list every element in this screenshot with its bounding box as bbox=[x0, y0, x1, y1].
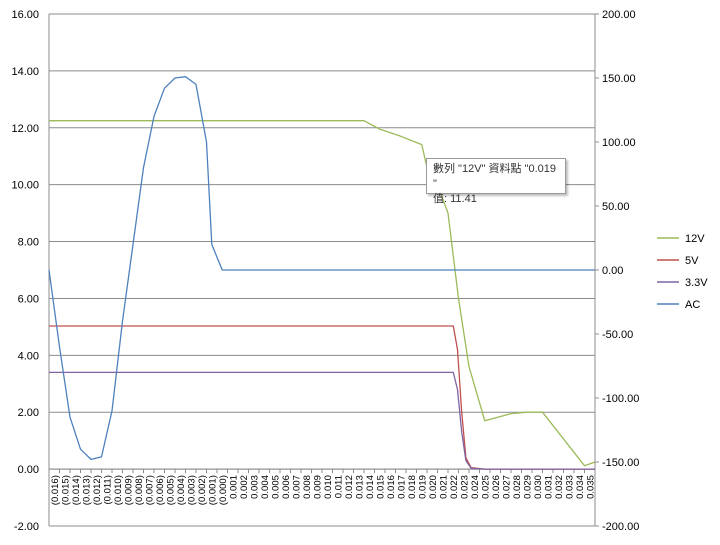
y-right-tick-label: 200.00 bbox=[602, 9, 636, 21]
x-tick-label: 0.020 bbox=[428, 475, 439, 499]
x-tick-label: 0.003 bbox=[250, 475, 261, 499]
x-tick-label: 0.026 bbox=[491, 475, 502, 499]
y-right-tick-label: 100.00 bbox=[602, 137, 636, 149]
legend-label-3.3V: 3.3V bbox=[685, 277, 708, 289]
x-tick-label: 0.012 bbox=[344, 475, 355, 499]
tooltip-value-line: 值: 11.41 bbox=[433, 193, 477, 205]
x-tick-label: 0.007 bbox=[292, 475, 303, 499]
y-left-tick-label: 2.00 bbox=[18, 407, 39, 419]
data-point-tooltip: 數列 "12V" 資料點 "0.019 " 值: 11.41 bbox=[426, 158, 566, 205]
x-tick-label: (0.016) bbox=[50, 475, 61, 505]
series-line-3.3V bbox=[49, 371, 595, 470]
y-left-tick-label: 12.00 bbox=[11, 123, 39, 135]
x-tick-label: (0.001) bbox=[208, 475, 219, 505]
y-left-tick-label: 6.00 bbox=[18, 293, 39, 305]
legend-label-5V: 5V bbox=[685, 255, 699, 267]
x-tick-label: 0.018 bbox=[407, 475, 418, 499]
x-tick-label: 0.029 bbox=[523, 475, 534, 499]
y-left-tick-label: -2.00 bbox=[14, 521, 39, 533]
x-tick-label: 0.025 bbox=[481, 475, 492, 499]
x-tick-label: (0.008) bbox=[134, 475, 145, 505]
x-tick-label: 0.033 bbox=[565, 475, 576, 499]
y-right-tick-label: -100.00 bbox=[602, 393, 639, 405]
x-tick-label: 0.015 bbox=[376, 475, 387, 499]
x-tick-label: 0.009 bbox=[313, 475, 324, 499]
x-tick-label: (0.000) bbox=[218, 475, 229, 505]
x-tick-label: 0.014 bbox=[365, 475, 376, 499]
y-right-tick-label: 0.00 bbox=[602, 265, 623, 277]
x-tick-label: 0.008 bbox=[302, 475, 313, 499]
x-tick-label: 0.023 bbox=[460, 475, 471, 499]
x-tick-label: (0.011) bbox=[103, 475, 114, 504]
y-left-tick-label: 10.00 bbox=[11, 180, 39, 192]
x-tick-label: 0.032 bbox=[554, 475, 565, 499]
tick-labels: -2.00 0.00 2.00 4.00 6.00 8.00 10.00 12.00 14.00… bbox=[11, 9, 639, 533]
x-tick-label: 0.011 bbox=[334, 475, 345, 498]
series-line-12V bbox=[49, 120, 596, 467]
x-tick-label: 0.005 bbox=[271, 475, 282, 499]
x-tick-label: (0.004) bbox=[176, 475, 187, 505]
y-left-tick-label: 14.00 bbox=[11, 66, 39, 78]
x-tick-label: (0.013) bbox=[82, 475, 93, 505]
x-tick-label: 0.031 bbox=[544, 475, 555, 499]
y-right-tick-label: 50.00 bbox=[602, 201, 630, 213]
x-tick-label: 0.016 bbox=[386, 475, 397, 499]
x-tick-label: (0.015) bbox=[61, 475, 72, 505]
x-tick-label: 0.021 bbox=[439, 475, 450, 499]
x-tick-label: (0.010) bbox=[113, 475, 124, 505]
tooltip-series-line: 數列 "12V" 資料點 "0.019 " bbox=[433, 163, 556, 190]
series-lines bbox=[48, 76, 596, 470]
x-tick-label: 0.024 bbox=[470, 475, 481, 499]
x-tick-label: (0.005) bbox=[166, 475, 177, 505]
y-right-tick-label: -150.00 bbox=[602, 457, 639, 469]
x-tick-label: 0.034 bbox=[575, 475, 586, 499]
legend-label-AC: AC bbox=[685, 299, 700, 311]
x-tick-label: 0.027 bbox=[502, 475, 513, 499]
x-tick-label: 0.019 bbox=[418, 475, 429, 499]
x-tick-label: 0.035 bbox=[586, 475, 597, 499]
x-tick-label: (0.002) bbox=[197, 475, 208, 505]
x-tick-label: 0.002 bbox=[239, 475, 250, 499]
y-left-tick-label: 8.00 bbox=[18, 237, 39, 249]
y-right-tick-label: 150.00 bbox=[602, 73, 636, 85]
y-right-tick-label: -200.00 bbox=[602, 521, 639, 533]
x-tick-label: 0.004 bbox=[260, 475, 271, 499]
x-tick-label: 0.001 bbox=[229, 475, 240, 499]
y-left-tick-label: 16.00 bbox=[11, 9, 39, 21]
x-tick-label: 0.006 bbox=[281, 475, 292, 499]
x-tick-label: (0.014) bbox=[71, 475, 82, 505]
x-tick-label: 0.017 bbox=[397, 475, 408, 499]
series-line-AC bbox=[48, 76, 595, 461]
series-line-5V bbox=[49, 325, 595, 470]
x-tick-label: (0.006) bbox=[155, 475, 166, 505]
x-tick-label: (0.007) bbox=[145, 475, 156, 505]
x-tick-label: (0.012) bbox=[92, 475, 103, 505]
y-left-tick-label: 0.00 bbox=[18, 464, 39, 476]
x-tick-label: 0.010 bbox=[323, 475, 334, 499]
x-tick-label: 0.028 bbox=[512, 475, 523, 499]
x-tick-label: 0.013 bbox=[355, 475, 366, 499]
legend-label-12V: 12V bbox=[685, 233, 705, 245]
x-tick-label: (0.009) bbox=[124, 475, 135, 505]
y-right-tick-label: -50.00 bbox=[602, 329, 633, 341]
legend: 12V 5V 3.3V AC bbox=[657, 233, 708, 311]
x-tick-label: (0.003) bbox=[187, 475, 198, 505]
y-left-tick-label: 4.00 bbox=[18, 350, 39, 362]
x-tick-label: 0.030 bbox=[533, 475, 544, 499]
x-tick-label: 0.022 bbox=[449, 475, 460, 499]
